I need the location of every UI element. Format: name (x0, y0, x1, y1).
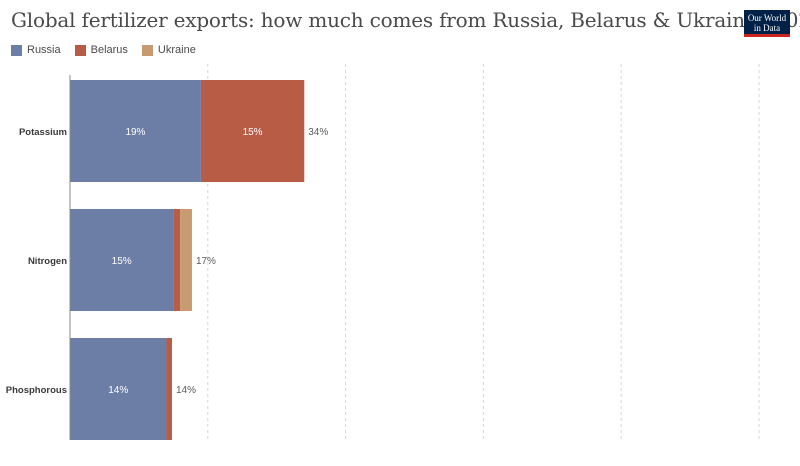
total-label-phosphorous: 14% (176, 385, 196, 396)
total-label-potassium: 34% (308, 127, 328, 138)
logo-text-line2: in Data (753, 23, 781, 33)
bar-nitrogen-ukraine[interactable] (180, 209, 192, 311)
bar-phosphorous-belarus[interactable] (166, 338, 172, 440)
category-label-nitrogen: Nitrogen (28, 256, 67, 267)
owid-logo[interactable]: Our World in Data (744, 10, 790, 37)
data-label-potassium-belarus: 15% (243, 127, 263, 138)
legend-label-russia: Russia (27, 44, 61, 56)
total-label-nitrogen: 17% (196, 256, 216, 267)
legend-item-ukraine[interactable]: Ukraine (141, 44, 196, 56)
legend-label-ukraine: Ukraine (157, 44, 196, 56)
bar-nitrogen-russia[interactable] (70, 209, 174, 311)
data-label-potassium-russia: 19% (125, 127, 145, 138)
legend-item-belarus[interactable]: Belarus (74, 44, 128, 56)
bar-potassium-belarus[interactable] (200, 80, 305, 182)
chart-title: Global fertilizer exports: how much come… (11, 8, 800, 32)
data-label-nitrogen-russia: 15% (112, 256, 132, 267)
legend-label-belarus: Belarus (90, 44, 128, 56)
legend-swatch-russia (11, 44, 22, 56)
data-label-phosphorous-russia: 14% (108, 385, 128, 396)
category-label-potassium: Potassium (19, 127, 67, 138)
bar-potassium-russia[interactable] (70, 80, 201, 182)
logo-text-line1: Our World (747, 13, 787, 23)
legend-item-russia[interactable]: Russia (11, 44, 61, 56)
category-label-phosphorous: Phosphorous (6, 385, 67, 396)
bar-nitrogen-belarus[interactable] (173, 209, 181, 311)
legend: Russia Belarus Ukraine (11, 44, 196, 56)
legend-swatch-belarus (74, 44, 86, 56)
legend-swatch-ukraine (141, 44, 153, 56)
bar-phosphorous-russia[interactable] (70, 338, 167, 440)
